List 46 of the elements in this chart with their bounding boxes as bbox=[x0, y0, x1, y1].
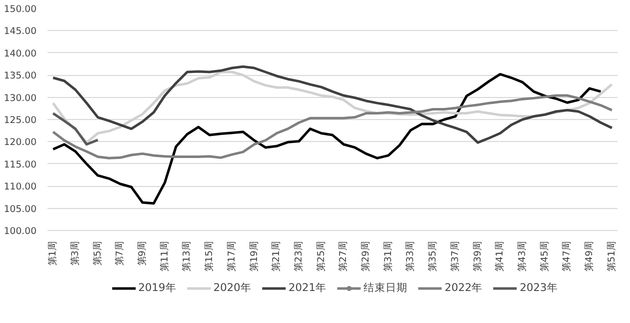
x-tick-label: 第27周 bbox=[338, 241, 350, 272]
x-tick-label: 第11周 bbox=[159, 241, 170, 272]
y-tick-label: 140.00 bbox=[4, 48, 37, 60]
y-tick-label: 120.00 bbox=[4, 137, 37, 148]
x-tick-label: 第29周 bbox=[360, 241, 372, 272]
x-tick-label: 第37周 bbox=[450, 241, 461, 272]
x-tick-label: 第13周 bbox=[182, 241, 193, 272]
y-tick-label: 145.00 bbox=[4, 26, 37, 38]
x-tick-label: 第21周 bbox=[271, 241, 282, 272]
legend-label: 2019年 bbox=[138, 281, 176, 295]
legend-label: 2022年 bbox=[444, 281, 483, 295]
x-tick-label: 第9周 bbox=[137, 241, 148, 266]
x-tick-label: 第35周 bbox=[428, 241, 439, 272]
y-tick-label: 100.00 bbox=[4, 226, 37, 237]
x-tick-label: 第7周 bbox=[114, 241, 126, 266]
y-tick-label: 130.00 bbox=[4, 92, 37, 104]
x-tick-label: 第1周 bbox=[48, 241, 59, 266]
x-tick-label: 第45周 bbox=[539, 241, 550, 272]
legend-label: 结束日期 bbox=[364, 281, 408, 295]
x-tick-label: 第41周 bbox=[494, 241, 506, 272]
x-tick-label: 第43周 bbox=[517, 241, 528, 272]
legend-label: 2023年 bbox=[520, 281, 558, 295]
x-tick-label: 第3周 bbox=[70, 241, 81, 266]
line-series bbox=[52, 94, 614, 160]
x-tick-label: 第5周 bbox=[92, 241, 104, 266]
line-series bbox=[52, 72, 602, 205]
y-tick-label: 125.00 bbox=[4, 115, 37, 126]
x-tick-label: 第25周 bbox=[316, 241, 327, 272]
x-tick-label: 第33周 bbox=[405, 241, 416, 272]
line-series bbox=[52, 112, 100, 146]
x-tick-label: 第51周 bbox=[606, 241, 618, 272]
x-tick-label: 第49周 bbox=[584, 241, 596, 272]
x-tick-label: 第17周 bbox=[226, 241, 238, 272]
y-tick-label: 110.00 bbox=[4, 182, 37, 193]
x-tick-label: 第31周 bbox=[382, 241, 394, 272]
legend-label: 2020年 bbox=[213, 281, 252, 295]
x-tick-label: 第23周 bbox=[293, 241, 304, 272]
legend-label: 2021年 bbox=[288, 281, 327, 295]
x-tick-label: 第19周 bbox=[248, 241, 260, 272]
y-tick-label: 105.00 bbox=[4, 204, 37, 215]
x-tick-label: 第39周 bbox=[472, 241, 484, 272]
y-tick-label: 115.00 bbox=[4, 159, 37, 170]
x-tick-label: 第15周 bbox=[204, 241, 216, 272]
x-tick-label: 第47周 bbox=[562, 241, 573, 272]
y-tick-label: 135.00 bbox=[4, 70, 37, 82]
y-tick-label: 150.00 bbox=[4, 4, 37, 15]
